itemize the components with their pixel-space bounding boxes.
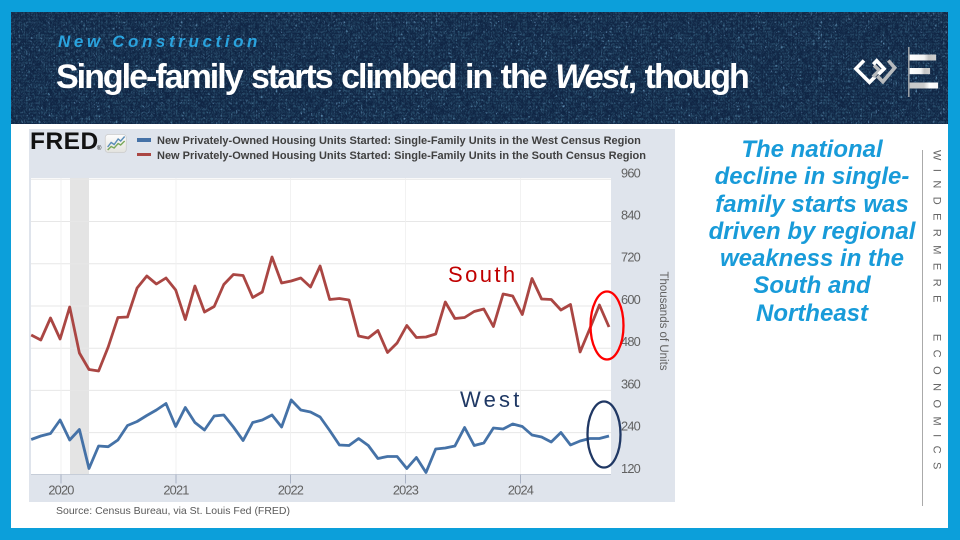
svg-text:480: 480 (621, 334, 641, 349)
svg-text:240: 240 (621, 419, 641, 434)
svg-text:360: 360 (621, 376, 641, 391)
svg-text:720: 720 (621, 250, 641, 265)
svg-text:840: 840 (621, 208, 641, 223)
svg-text:Thousands of Units: Thousands of Units (657, 271, 669, 370)
svg-text:120: 120 (621, 461, 641, 476)
svg-text:600: 600 (621, 292, 641, 307)
svg-text:2020: 2020 (48, 483, 74, 498)
svg-text:2024: 2024 (508, 483, 534, 498)
svg-text:2023: 2023 (393, 483, 419, 498)
svg-text:960: 960 (621, 165, 641, 180)
svg-text:2022: 2022 (278, 483, 304, 498)
svg-text:2021: 2021 (163, 483, 189, 498)
